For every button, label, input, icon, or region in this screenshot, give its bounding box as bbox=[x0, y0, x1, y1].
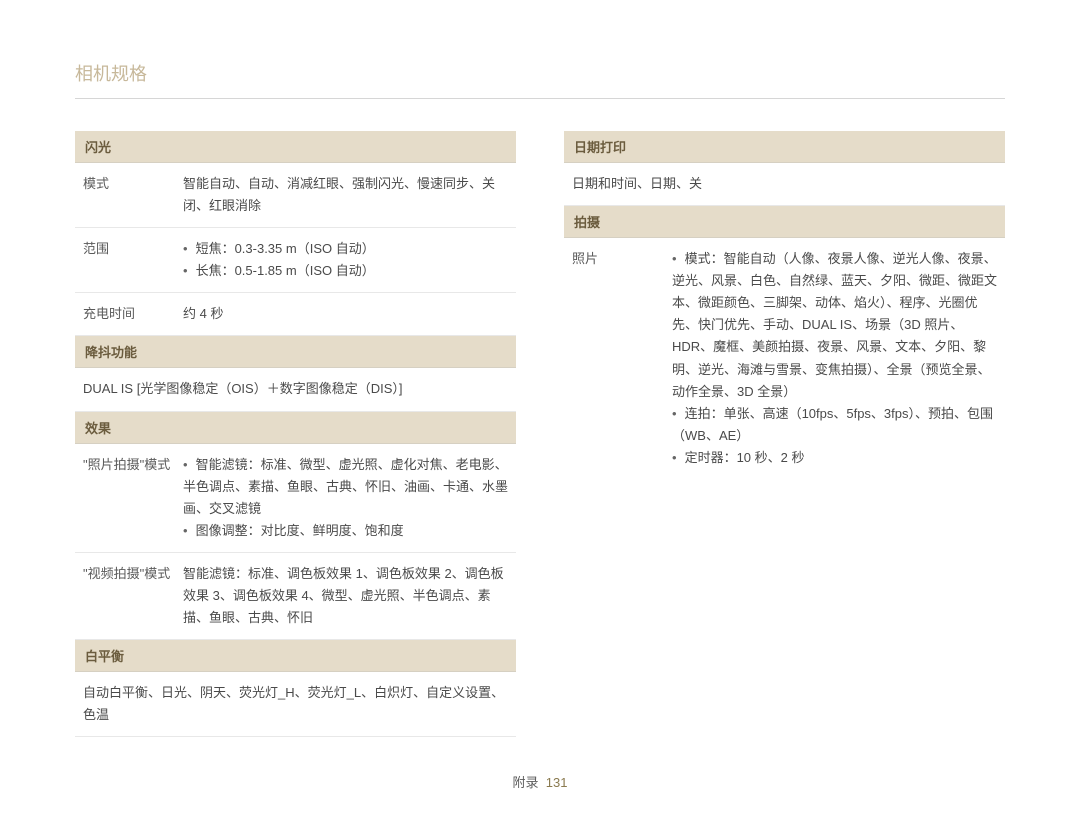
list-item: 定时器：10 秒、2 秒 bbox=[672, 447, 997, 469]
section-header-effect: 效果 bbox=[75, 412, 516, 444]
footer-label: 附录 bbox=[513, 775, 539, 790]
row-label: 模式 bbox=[83, 173, 183, 217]
list-item: 短焦：0.3-3.35 m（ISO 自动） bbox=[183, 238, 508, 260]
section-header-dis: 降抖功能 bbox=[75, 336, 516, 368]
table-row: DUAL IS [光学图像稳定（OIS）＋数字图像稳定（DIS）] bbox=[75, 368, 516, 411]
row-value: 智能滤镜：标准、微型、虚光照、虚化对焦、老电影、半色调点、素描、鱼眼、古典、怀旧… bbox=[183, 454, 508, 542]
row-label: 照片 bbox=[572, 248, 672, 469]
list-item: 长焦：0.5-1.85 m（ISO 自动） bbox=[183, 260, 508, 282]
row-value: DUAL IS [光学图像稳定（OIS）＋数字图像稳定（DIS）] bbox=[83, 378, 508, 400]
row-label: 充电时间 bbox=[83, 303, 183, 325]
table-row: "视频拍摄"模式 智能滤镜：标准、调色板效果 1、调色板效果 2、调色板效果 3… bbox=[75, 553, 516, 640]
table-row: 模式 智能自动、自动、消减红眼、强制闪光、慢速同步、关闭、红眼消除 bbox=[75, 163, 516, 228]
list-item: 智能滤镜：标准、微型、虚光照、虚化对焦、老电影、半色调点、素描、鱼眼、古典、怀旧… bbox=[183, 454, 508, 520]
row-value: 智能滤镜：标准、调色板效果 1、调色板效果 2、调色板效果 3、调色板效果 4、… bbox=[183, 563, 508, 629]
row-label: 范围 bbox=[83, 238, 183, 282]
row-value: 自动白平衡、日光、阴天、荧光灯_H、荧光灯_L、白炽灯、自定义设置、色温 bbox=[83, 682, 508, 726]
section-header-date: 日期打印 bbox=[564, 131, 1005, 163]
row-value: 模式：智能自动（人像、夜景人像、逆光人像、夜景、逆光、风景、白色、自然绿、蓝天、… bbox=[672, 248, 997, 469]
row-value: 约 4 秒 bbox=[183, 303, 508, 325]
table-row: 范围 短焦：0.3-3.35 m（ISO 自动） 长焦：0.5-1.85 m（I… bbox=[75, 228, 516, 293]
table-row: 日期和时间、日期、关 bbox=[564, 163, 1005, 206]
page-number: 131 bbox=[546, 775, 568, 790]
section-header-wb: 白平衡 bbox=[75, 640, 516, 672]
table-row: 照片 模式：智能自动（人像、夜景人像、逆光人像、夜景、逆光、风景、白色、自然绿、… bbox=[564, 238, 1005, 479]
row-value: 短焦：0.3-3.35 m（ISO 自动） 长焦：0.5-1.85 m（ISO … bbox=[183, 238, 508, 282]
right-column: 日期打印 日期和时间、日期、关 拍摄 照片 模式：智能自动（人像、夜景人像、逆光… bbox=[564, 131, 1005, 737]
page-title: 相机规格 bbox=[75, 60, 1005, 99]
row-label: "照片拍摄"模式 bbox=[83, 454, 183, 542]
table-row: 自动白平衡、日光、阴天、荧光灯_H、荧光灯_L、白炽灯、自定义设置、色温 bbox=[75, 672, 516, 737]
list-item: 图像调整：对比度、鲜明度、饱和度 bbox=[183, 520, 508, 542]
list-item: 连拍：单张、高速（10fps、5fps、3fps）、预拍、包围（WB、AE） bbox=[672, 403, 997, 447]
table-row: 充电时间 约 4 秒 bbox=[75, 293, 516, 336]
left-column: 闪光 模式 智能自动、自动、消减红眼、强制闪光、慢速同步、关闭、红眼消除 范围 … bbox=[75, 131, 516, 737]
section-header-shoot: 拍摄 bbox=[564, 206, 1005, 238]
page-footer: 附录 131 bbox=[0, 772, 1080, 791]
content-columns: 闪光 模式 智能自动、自动、消减红眼、强制闪光、慢速同步、关闭、红眼消除 范围 … bbox=[75, 131, 1005, 737]
list-item: 模式：智能自动（人像、夜景人像、逆光人像、夜景、逆光、风景、白色、自然绿、蓝天、… bbox=[672, 248, 997, 403]
row-value: 智能自动、自动、消减红眼、强制闪光、慢速同步、关闭、红眼消除 bbox=[183, 173, 508, 217]
row-label: "视频拍摄"模式 bbox=[83, 563, 183, 629]
table-row: "照片拍摄"模式 智能滤镜：标准、微型、虚光照、虚化对焦、老电影、半色调点、素描… bbox=[75, 444, 516, 553]
section-header-flash: 闪光 bbox=[75, 131, 516, 163]
row-value: 日期和时间、日期、关 bbox=[572, 173, 997, 195]
